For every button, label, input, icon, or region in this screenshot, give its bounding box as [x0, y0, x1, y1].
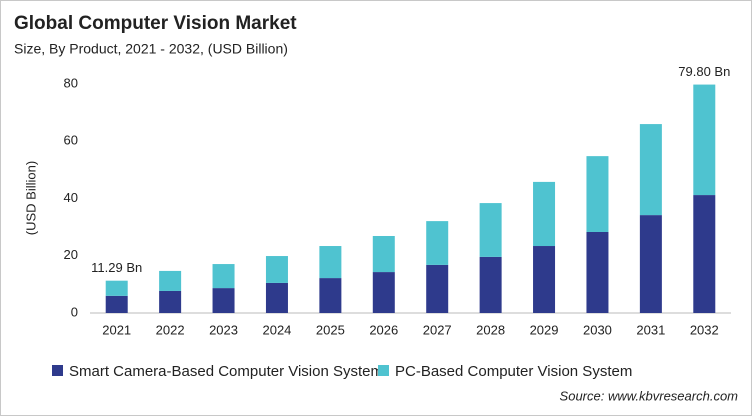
source: Source: www.kbvresearch.com	[560, 388, 739, 403]
chart-title: Global Computer Vision Market	[14, 13, 297, 34]
y-axis-label: (USD Billion)	[23, 161, 38, 235]
y-tick-label: 60	[64, 133, 78, 148]
legend-swatch	[378, 365, 389, 376]
bar-segment	[639, 124, 662, 216]
x-tick-label: 2021	[102, 322, 131, 337]
legend-swatch	[52, 365, 63, 376]
x-tick-label: 2022	[156, 322, 185, 337]
x-tick-label: 2031	[636, 322, 665, 337]
bar-segment	[372, 235, 395, 273]
x-tick-label: 2024	[262, 322, 291, 337]
bar-segment	[693, 195, 716, 313]
bar-segment	[159, 290, 182, 313]
y-tick-label: 40	[64, 190, 78, 205]
total-label: 79.80 Bn	[678, 64, 730, 79]
bar-segment	[265, 256, 288, 283]
bar-segment	[533, 246, 556, 313]
x-tick-label: 2032	[690, 322, 719, 337]
bar-segment	[586, 156, 609, 232]
bar-segment	[319, 278, 342, 313]
bar-segment	[639, 215, 662, 313]
x-tick-label: 2026	[369, 322, 398, 337]
total-label: 11.29 Bn	[91, 260, 142, 275]
bar-segment	[586, 231, 609, 313]
x-tick-label: 2025	[316, 322, 345, 337]
bar-segment	[105, 280, 128, 296]
x-tick-label: 2030	[583, 322, 612, 337]
bar-segment	[479, 256, 502, 313]
bar-segment	[212, 264, 235, 289]
bar-segment	[693, 84, 716, 196]
bar-segment	[426, 264, 449, 313]
legend-label: Smart Camera-Based Computer Vision Syste…	[69, 363, 383, 380]
bar-segment	[426, 221, 449, 265]
x-tick-label: 2028	[476, 322, 505, 337]
y-tick-label: 20	[64, 247, 78, 262]
x-tick-label: 2023	[209, 322, 238, 337]
bar-segment	[105, 295, 128, 313]
bar-segment	[319, 246, 342, 279]
bar-segment	[159, 270, 182, 291]
bar-segment	[212, 288, 235, 313]
y-tick-label: 0	[71, 304, 78, 319]
bar-segment	[265, 282, 288, 313]
x-tick-label: 2029	[530, 322, 559, 337]
bar-segment	[533, 181, 556, 247]
y-tick-label: 80	[64, 75, 78, 90]
legend-label: PC-Based Computer Vision System	[395, 363, 632, 380]
x-tick-label: 2027	[423, 322, 452, 337]
bar-segment	[372, 272, 395, 313]
chart-subtitle: Size, By Product, 2021 - 2032, (USD Bill…	[14, 41, 288, 57]
bar-segment	[479, 203, 502, 257]
